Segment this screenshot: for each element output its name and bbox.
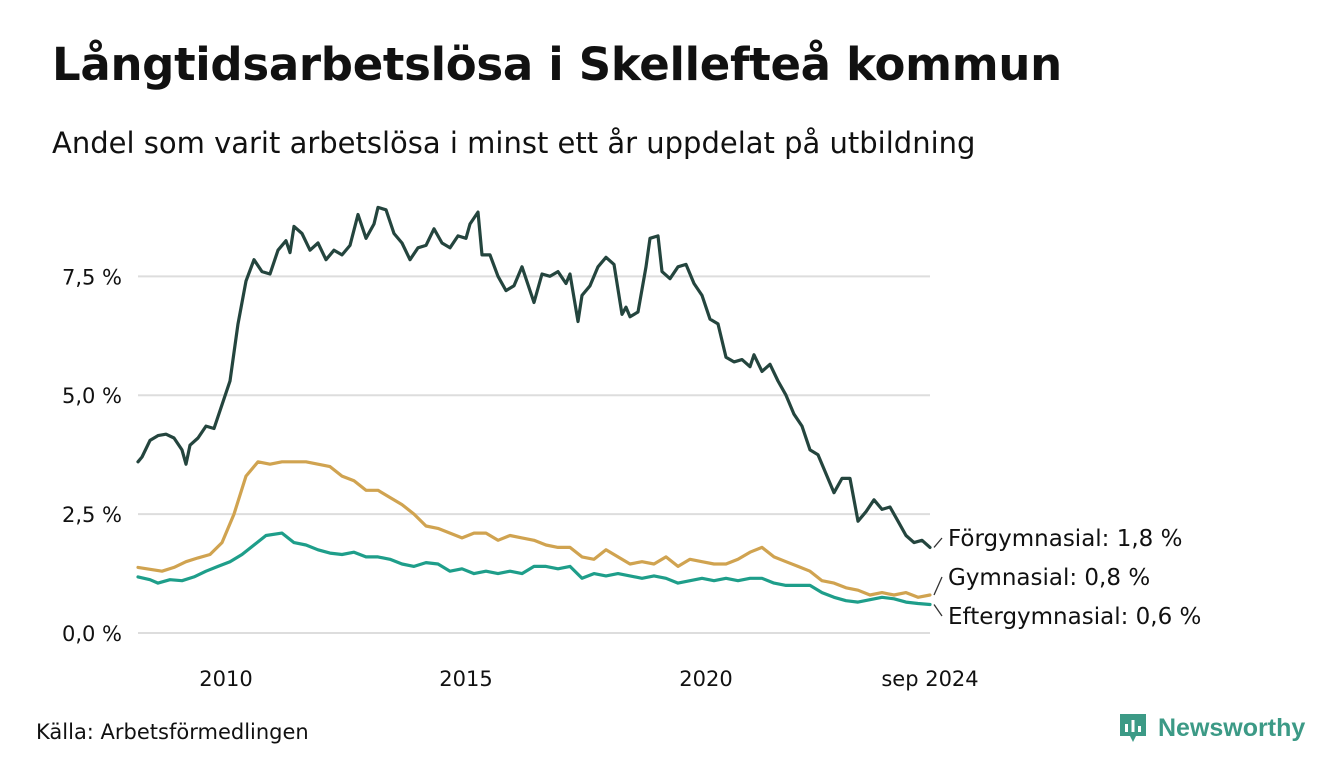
series-line-f-rgymnasial: [136, 205, 932, 549]
y-axis-labels: 0,0 % 2,5 % 5,0 % 7,5 %: [62, 265, 122, 646]
newsworthy-logo-icon: [1120, 714, 1146, 742]
series-end-labels: Förgymnasial: 1,8 % Gymnasial: 0,8 % Efter…: [933, 526, 1201, 630]
y-tick-label: 0,0 %: [62, 622, 122, 646]
x-tick-label: 2015: [439, 667, 492, 691]
chart-subtitle: Andel som varit arbetslösa i minst ett å…: [52, 126, 976, 160]
leader-line: [933, 604, 943, 617]
x-axis-labels: 2010 2015 2020 sep 2024: [199, 667, 978, 691]
leader-line: [933, 576, 943, 596]
series-line-eftergymnasial: [136, 531, 932, 607]
y-tick-label: 2,5 %: [62, 503, 122, 527]
series-end-label: Förgymnasial: 1,8 %: [948, 526, 1182, 552]
series-end-label: Eftergymnasial: 0,6 %: [948, 604, 1201, 630]
y-tick-label: 5,0 %: [62, 384, 122, 408]
series-end-label: Gymnasial: 0,8 %: [948, 565, 1150, 591]
brand-logo: Newsworthy: [1118, 712, 1305, 744]
series-line-gymnasial: [136, 460, 932, 599]
brand-name: Newsworthy: [1158, 713, 1306, 742]
gridlines: [138, 275, 930, 634]
chart-title: Långtidsarbetslösa i Skellefteå kommun: [52, 38, 1062, 91]
source-note: Källa: Arbetsförmedlingen: [36, 720, 309, 744]
x-tick-label: sep 2024: [881, 667, 978, 691]
x-tick-label: 2020: [679, 667, 732, 691]
x-tick-label: 2010: [199, 667, 252, 691]
series-lines: [136, 205, 932, 607]
leader-line: [933, 537, 943, 548]
y-tick-label: 7,5 %: [62, 265, 122, 289]
